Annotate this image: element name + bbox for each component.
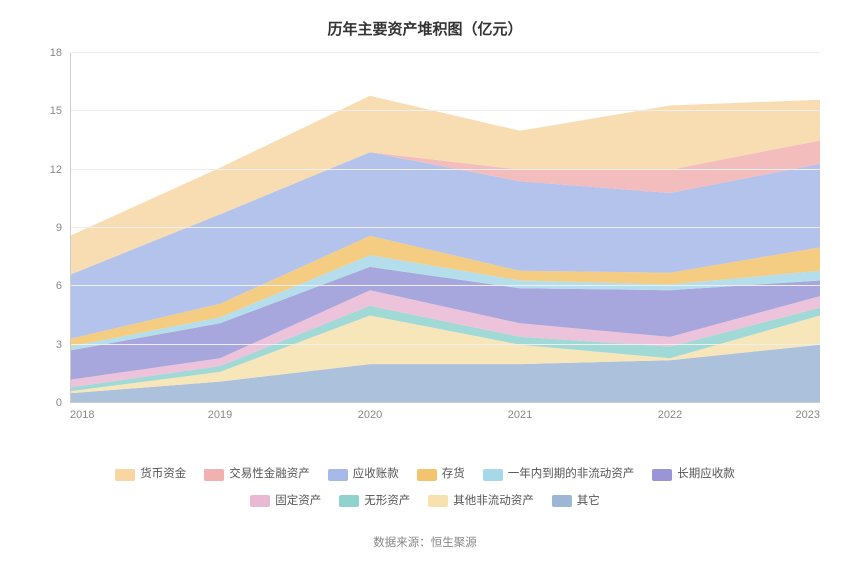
y-tick: 9 — [56, 222, 62, 234]
legend-label: 无形资产 — [364, 490, 410, 513]
legend-item[interactable]: 固定资产 — [250, 490, 321, 513]
legend-item[interactable]: 无形资产 — [339, 490, 410, 513]
legend: 货币资金 交易性金融资产 应收账款 存货 一年内到期的非流动资产 长期应收款固定资产 无形资… — [75, 463, 775, 516]
y-axis-line — [70, 53, 71, 403]
y-tick: 0 — [56, 397, 62, 409]
chart-container: 历年主要资产堆积图（亿元） 0 3 6 9 12 15 18 2018 2019 2020 202… — [0, 0, 850, 575]
chart-area: 0369121518 201820192020202120222023 — [30, 53, 820, 433]
legend-item[interactable]: 其他非流动资产 — [428, 490, 534, 513]
legend-label: 应收账款 — [353, 463, 399, 486]
legend-item[interactable]: 存货 — [417, 463, 465, 486]
grid-line — [70, 169, 820, 170]
legend-label: 其他非流动资产 — [453, 490, 534, 513]
x-tick: 2022 — [658, 409, 682, 421]
legend-item[interactable]: 长期应收款 — [652, 463, 735, 486]
legend-swatch — [552, 495, 572, 507]
legend-label: 一年内到期的非流动资产 — [508, 463, 635, 486]
legend-item[interactable]: 应收账款 — [328, 463, 399, 486]
legend-swatch — [652, 469, 672, 481]
legend-swatch — [417, 469, 437, 481]
legend-swatch — [115, 469, 135, 481]
grid-line — [70, 110, 820, 111]
y-tick: 15 — [50, 105, 62, 117]
y-tick: 12 — [50, 164, 62, 176]
data-source: 数据来源：恒生聚源 — [20, 534, 830, 550]
legend-label: 其它 — [577, 490, 600, 513]
x-axis: 2018 2019 2020 2021 2022 2023 — [70, 403, 820, 433]
legend-swatch — [483, 469, 503, 481]
y-tick: 6 — [56, 280, 62, 292]
legend-item[interactable]: 一年内到期的非流动资产 — [483, 463, 635, 486]
legend-label: 固定资产 — [275, 490, 321, 513]
legend-label: 存货 — [442, 463, 465, 486]
legend-label: 长期应收款 — [677, 463, 735, 486]
y-tick: 3 — [56, 339, 62, 351]
grid-line — [70, 285, 820, 286]
legend-swatch — [204, 469, 224, 481]
legend-label: 货币资金 — [140, 463, 186, 486]
legend-swatch — [328, 469, 348, 481]
legend-item[interactable]: 货币资金 — [115, 463, 186, 486]
x-tick: 2019 — [208, 409, 232, 421]
x-tick: 2021 — [508, 409, 532, 421]
chart-title: 历年主要资产堆积图（亿元） — [20, 18, 830, 39]
x-tick: 2020 — [358, 409, 382, 421]
stacked-areas — [70, 53, 820, 403]
legend-item[interactable]: 交易性金融资产 — [204, 463, 310, 486]
plot-area — [70, 53, 820, 403]
x-tick: 2018 — [70, 409, 94, 421]
legend-swatch — [339, 495, 359, 507]
legend-swatch — [428, 495, 448, 507]
legend-item[interactable]: 其它 — [552, 490, 600, 513]
legend-label: 交易性金融资产 — [229, 463, 310, 486]
legend-swatch — [250, 495, 270, 507]
grid-line — [70, 227, 820, 228]
grid-line — [70, 52, 820, 53]
y-axis: 0369121518 — [30, 53, 68, 403]
x-tick: 2023 — [796, 409, 820, 421]
grid-line — [70, 344, 820, 345]
y-tick: 18 — [50, 47, 62, 59]
